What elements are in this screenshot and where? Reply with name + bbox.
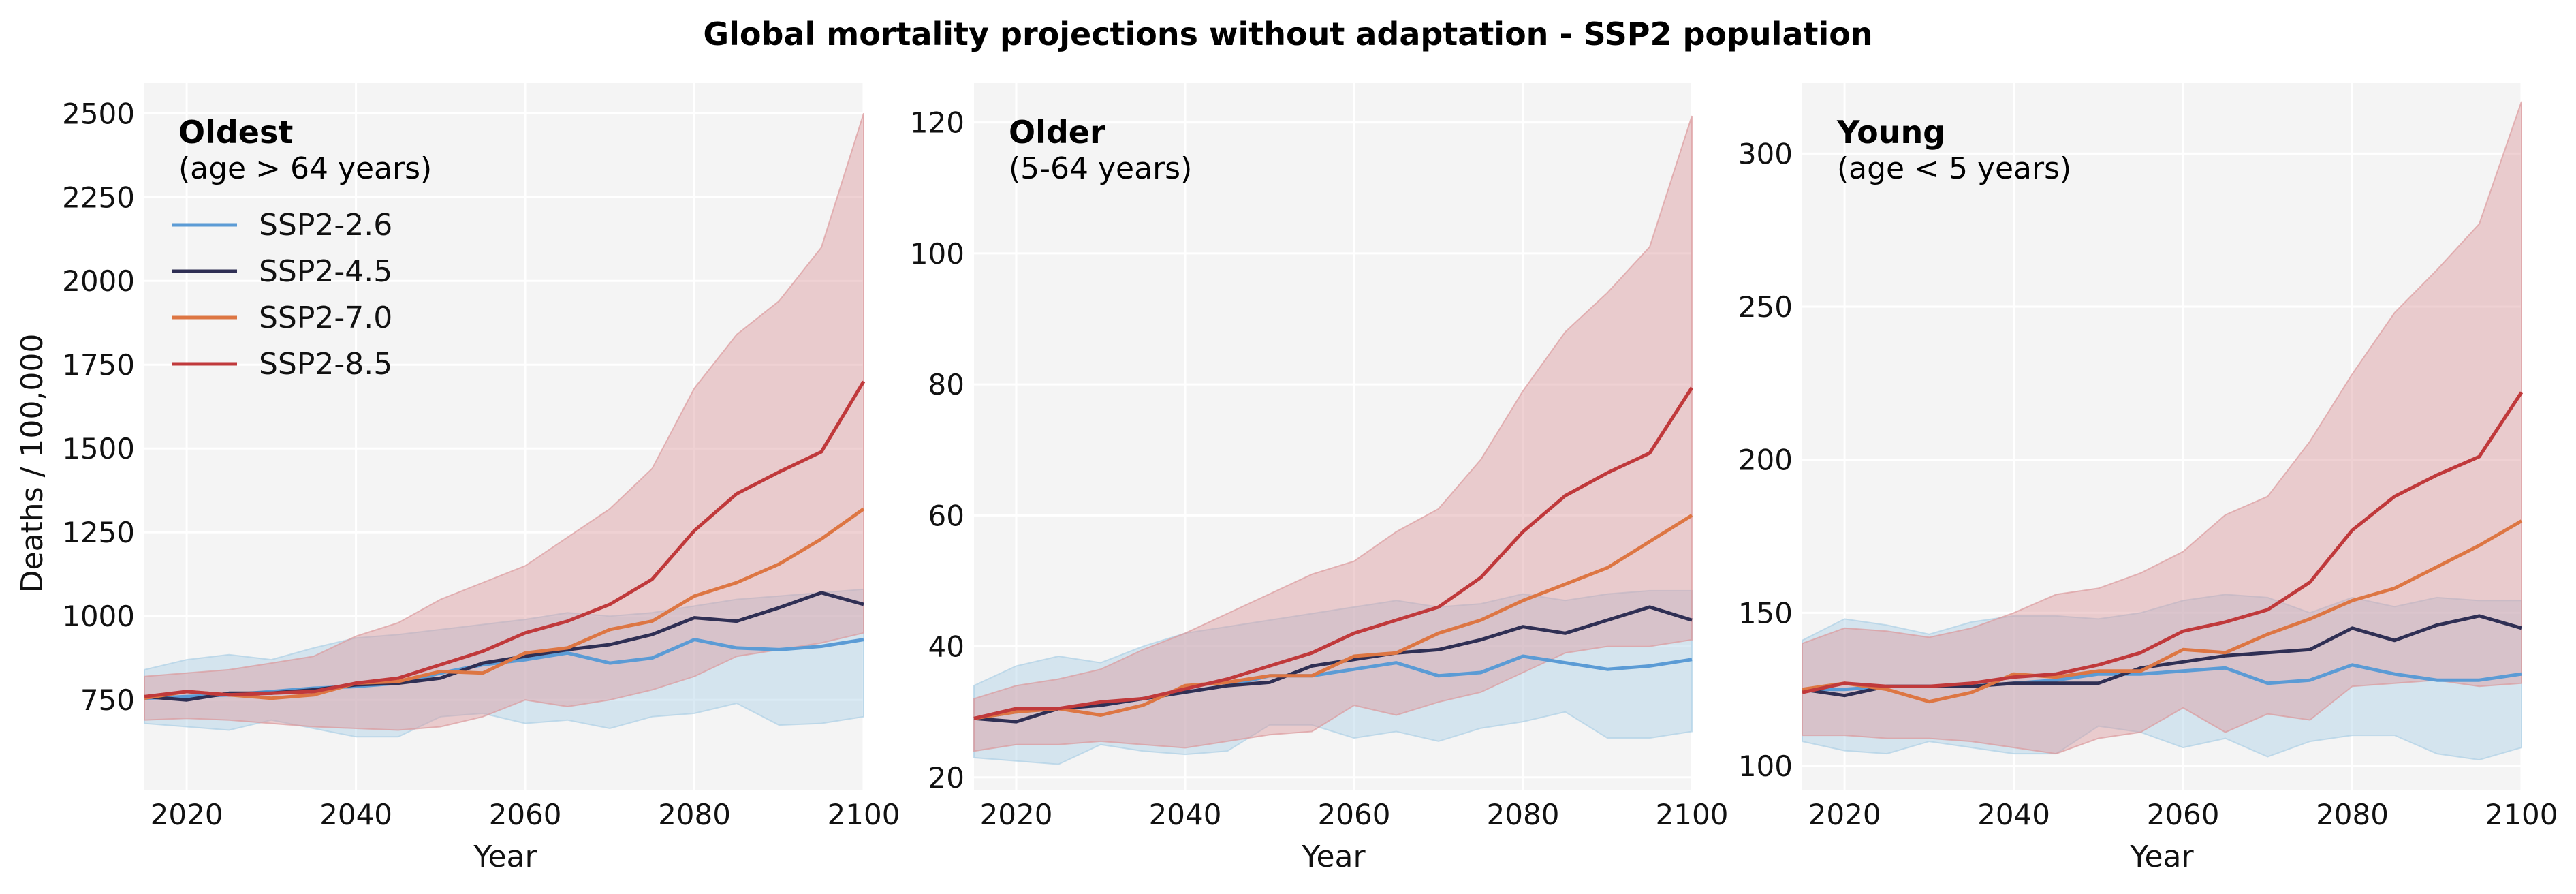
x-tick-label: 2060 <box>2147 798 2220 831</box>
series-line-ssp2-8-5 <box>973 386 1694 720</box>
y-tick-label: 1250 <box>62 516 135 549</box>
panel-title-oldest: Oldest <box>178 114 293 151</box>
panel-young: Young (age < 5 years) 100 150 200 250 300 202… <box>1738 83 2558 831</box>
x-tick-label: 2060 <box>489 798 562 831</box>
y-tick-label: 250 <box>1738 290 1793 324</box>
legend-entry: SSP2-7.0 <box>259 300 392 335</box>
x-tick-label: 2060 <box>1318 798 1391 831</box>
uncertainty-band-ssp2-8-5 <box>144 112 864 731</box>
legend-entry: SSP2-4.5 <box>259 254 392 289</box>
x-tick-label: 2020 <box>980 798 1053 831</box>
y-tick-label: 2000 <box>62 264 135 298</box>
y-tick-label: 150 <box>1738 596 1793 630</box>
panel-oldest: Oldest (age > 64 years) 750 1000 1250 1500 1… <box>62 83 900 831</box>
x-tick-label: 2080 <box>1487 798 1560 831</box>
y-tick-label: 80 <box>928 368 964 401</box>
uncertainty-band-ssp2-8-5 <box>1802 101 2522 755</box>
x-tick-label: 2020 <box>1808 798 1881 831</box>
y-tick-label: 20 <box>928 761 964 795</box>
y-tick-label: 1750 <box>62 348 135 382</box>
panel-subtitle-young: (age < 5 years) <box>1837 151 2071 186</box>
y-tick-label: 2500 <box>62 97 135 130</box>
y-tick-label: 1000 <box>62 600 135 633</box>
plot-area-oldest <box>144 83 864 790</box>
x-tick-label: 2100 <box>1656 798 1729 831</box>
figure-title: Global mortality projections without ada… <box>703 16 1872 52</box>
legend: SSP2-2.6 SSP2-4.5 SSP2-7.0 SSP2-8.5 <box>172 208 392 382</box>
x-tick-label: 2020 <box>151 798 223 831</box>
y-tick-label: 200 <box>1738 444 1793 477</box>
y-tick-label: 40 <box>928 630 964 664</box>
legend-entry: SSP2-2.6 <box>259 208 392 243</box>
y-tick-label: 60 <box>928 499 964 532</box>
series-line-ssp2-8-5 <box>144 380 866 698</box>
x-tick-label: 2040 <box>1149 798 1222 831</box>
x-axis-label-older: Year <box>1301 839 1366 874</box>
x-axis-label-young: Year <box>2129 839 2194 874</box>
series-line-ssp2-4-5 <box>973 605 1693 724</box>
y-tick-label: 750 <box>80 683 135 717</box>
y-tick-label: 300 <box>1738 137 1793 170</box>
y-tick-label: 2250 <box>62 181 135 214</box>
x-tick-label: 2100 <box>2485 798 2558 831</box>
y-tick-label: 100 <box>1738 750 1793 783</box>
x-axis-label-oldest: Year <box>473 839 537 874</box>
panel-title-older: Older <box>1009 114 1105 151</box>
x-tick-label: 2080 <box>658 798 731 831</box>
x-tick-label: 2040 <box>319 798 392 831</box>
x-tick-label: 2100 <box>828 798 900 831</box>
uncertainty-band-ssp2-2-6 <box>973 589 1693 765</box>
legend-entry: SSP2-8.5 <box>259 347 392 382</box>
y-axis-label: Deaths / 100,000 <box>15 334 50 594</box>
panel-subtitle-oldest: (age > 64 years) <box>178 151 432 186</box>
x-tick-label: 2080 <box>2316 798 2389 831</box>
series-line-ssp2-7-0 <box>144 507 865 700</box>
uncertainty-band-ssp2-2-6 <box>1802 594 2522 761</box>
y-tick-label: 120 <box>910 106 964 140</box>
x-tick-label: 2040 <box>1977 798 2050 831</box>
uncertainty-band-ssp2-8-5 <box>973 115 1693 752</box>
y-tick-label: 100 <box>910 237 964 271</box>
series-line-ssp2-8-5 <box>1802 391 2524 694</box>
panel-title-young: Young <box>1836 114 1945 151</box>
panel-subtitle-older: (5-64 years) <box>1009 151 1192 186</box>
y-tick-label: 1500 <box>62 432 135 465</box>
series-line-ssp2-7-0 <box>973 514 1693 720</box>
series-line-ssp2-7-0 <box>1802 519 2523 704</box>
